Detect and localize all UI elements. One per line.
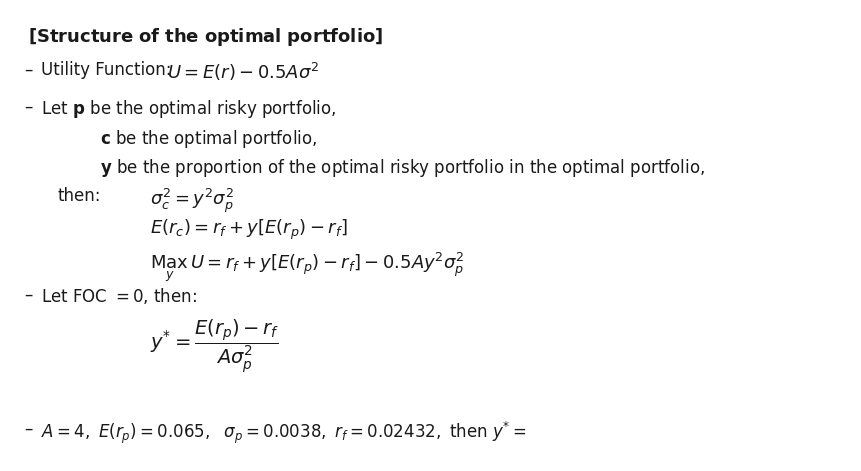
Text: –: – (24, 286, 32, 304)
Text: then:: then: (58, 187, 101, 204)
Text: $E(r_c) = r_f + y[E(r_p) - r_f]$: $E(r_c) = r_f + y[E(r_p) - r_f]$ (150, 218, 348, 242)
Text: Let FOC $= 0$, then:: Let FOC $= 0$, then: (40, 286, 196, 306)
Text: $\underset{y}{\mathrm{Max}}\,U = r_f + y[E(r_p) - r_f] - 0.5Ay^2\sigma_p^2$: $\underset{y}{\mathrm{Max}}\,U = r_f + y… (150, 251, 464, 284)
Text: $\mathbf{y}$ be the proportion of the optimal risky portfolio in the optimal por: $\mathbf{y}$ be the proportion of the op… (100, 157, 704, 179)
Text: $y^{*} = \dfrac{E(r_p) - r_f}{A\sigma_p^2}$: $y^{*} = \dfrac{E(r_p) - r_f}{A\sigma_p^… (150, 318, 279, 375)
Text: $U = E(r) - 0.5A\sigma^2$: $U = E(r) - 0.5A\sigma^2$ (167, 61, 319, 83)
Text: –: – (24, 98, 32, 116)
Text: $\sigma_c^2 = y^2\sigma_p^2$: $\sigma_c^2 = y^2\sigma_p^2$ (150, 187, 233, 215)
Text: $A = 4,\ E(r_p) = 0.065,\ \ \sigma_p = 0.0038,\ r_f = 0.02432,\ \mathrm{then}\ y: $A = 4,\ E(r_p) = 0.065,\ \ \sigma_p = 0… (40, 419, 526, 446)
Text: $\mathbf{c}$ be the optimal portfolio,: $\mathbf{c}$ be the optimal portfolio, (100, 129, 317, 150)
Text: Let $\mathbf{p}$ be the optimal risky portfolio,: Let $\mathbf{p}$ be the optimal risky po… (40, 98, 336, 120)
Text: Utility Function:: Utility Function: (40, 61, 171, 79)
Text: –: – (24, 61, 32, 79)
Text: $\bf{[Structure\ of\ the\ optimal\ portfolio]}$: $\bf{[Structure\ of\ the\ optimal\ portf… (28, 26, 383, 48)
Text: –: – (24, 419, 32, 438)
